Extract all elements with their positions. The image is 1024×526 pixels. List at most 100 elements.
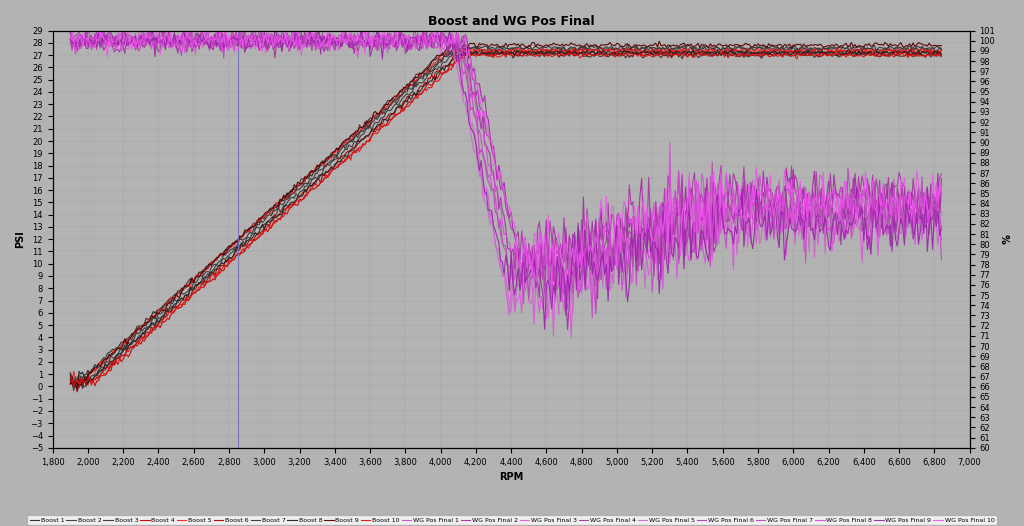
WG Pos Final 7	[549, 291, 561, 298]
WG Pos Final 4	[237, 40, 249, 46]
Boost 1	[153, 307, 165, 313]
WG Pos Final 7	[153, 32, 165, 38]
WG Pos Final 1	[687, 216, 699, 222]
WG Pos Final 8	[886, 213, 898, 219]
Boost 3	[65, 369, 77, 376]
Boost 3	[153, 307, 165, 313]
Boost 6	[655, 47, 668, 54]
Boost 2	[237, 238, 249, 244]
Line: Boost 4: Boost 4	[71, 48, 941, 387]
WG Pos Final 9	[151, 34, 163, 41]
WG Pos Final 3	[565, 335, 578, 341]
Boost 8	[935, 52, 947, 58]
Boost 10	[68, 384, 80, 390]
Boost 4	[214, 265, 226, 271]
WG Pos Final 1	[586, 315, 598, 321]
Boost 9	[935, 43, 947, 49]
WG Pos Final 5	[65, 39, 77, 45]
WG Pos Final 5	[886, 228, 898, 234]
WG Pos Final 5	[687, 218, 699, 224]
WG Pos Final 8	[687, 218, 699, 225]
WG Pos Final 4	[65, 29, 77, 36]
WG Pos Final 2	[687, 193, 699, 199]
WG Pos Final 10	[531, 272, 544, 279]
WG Pos Final 10	[65, 33, 77, 39]
Boost 5	[935, 46, 947, 52]
Y-axis label: PSI: PSI	[15, 230, 25, 248]
Boost 2	[687, 45, 699, 52]
Line: Boost 10: Boost 10	[71, 52, 941, 387]
Boost 5	[685, 44, 697, 50]
Line: Boost 5: Boost 5	[71, 47, 941, 383]
Boost 8	[712, 46, 724, 53]
WG Pos Final 8	[561, 301, 573, 307]
Boost 5	[75, 380, 87, 387]
WG Pos Final 4	[549, 295, 561, 301]
WG Pos Final 10	[551, 238, 563, 245]
WG Pos Final 4	[687, 218, 699, 224]
Line: WG Pos Final 7: WG Pos Final 7	[71, 24, 941, 314]
WG Pos Final 1	[212, 43, 224, 49]
Boost 6	[237, 244, 249, 250]
Boost 9	[65, 380, 77, 386]
WG Pos Final 2	[935, 176, 947, 182]
Boost 4	[573, 45, 586, 51]
Boost 1	[65, 371, 77, 378]
Line: Boost 3: Boost 3	[71, 52, 941, 386]
WG Pos Final 2	[65, 35, 77, 42]
WG Pos Final 3	[236, 41, 248, 47]
Boost 9	[237, 232, 249, 239]
Boost 10	[886, 52, 898, 58]
Boost 2	[65, 381, 77, 388]
WG Pos Final 4	[214, 47, 226, 54]
Boost 8	[214, 261, 226, 268]
Boost 10	[65, 373, 77, 380]
WG Pos Final 9	[212, 34, 224, 40]
Boost 2	[153, 315, 165, 321]
Line: Boost 2: Boost 2	[71, 45, 941, 391]
WG Pos Final 6	[551, 238, 563, 244]
WG Pos Final 10	[180, 27, 193, 33]
Boost 10	[153, 321, 165, 328]
WG Pos Final 6	[212, 35, 224, 42]
WG Pos Final 4	[163, 24, 175, 30]
WG Pos Final 8	[151, 36, 163, 42]
Boost 5	[214, 252, 226, 258]
Boost 3	[70, 383, 82, 389]
WG Pos Final 4	[935, 189, 947, 195]
WG Pos Final 3	[212, 34, 224, 40]
Boost 1	[935, 52, 947, 58]
Boost 1	[886, 49, 898, 55]
WG Pos Final 7	[590, 311, 602, 317]
Boost 9	[886, 43, 898, 49]
WG Pos Final 2	[549, 232, 561, 239]
Boost 5	[65, 376, 77, 382]
WG Pos Final 5	[935, 225, 947, 231]
Line: WG Pos Final 6: WG Pos Final 6	[71, 27, 941, 281]
Boost 7	[687, 47, 699, 54]
WG Pos Final 8	[549, 258, 561, 265]
Boost 7	[935, 46, 947, 53]
Boost 4	[153, 322, 165, 328]
WG Pos Final 9	[886, 248, 898, 255]
Boost 1	[617, 46, 630, 52]
WG Pos Final 6	[547, 278, 559, 284]
WG Pos Final 8	[202, 22, 214, 28]
Boost 1	[687, 48, 699, 55]
Boost 4	[687, 48, 699, 55]
Line: Boost 7: Boost 7	[71, 44, 941, 388]
WG Pos Final 8	[237, 46, 249, 52]
WG Pos Final 3	[549, 271, 561, 277]
Boost 3	[477, 48, 489, 55]
Boost 5	[237, 232, 249, 238]
WG Pos Final 9	[539, 326, 551, 332]
WG Pos Final 6	[935, 171, 947, 177]
WG Pos Final 1	[236, 44, 248, 50]
Line: WG Pos Final 4: WG Pos Final 4	[71, 27, 941, 330]
Line: Boost 6: Boost 6	[71, 50, 941, 392]
Boost 6	[935, 51, 947, 57]
WG Pos Final 10	[935, 195, 947, 201]
WG Pos Final 7	[886, 227, 898, 234]
Boost 3	[687, 51, 699, 57]
Boost 6	[214, 263, 226, 269]
